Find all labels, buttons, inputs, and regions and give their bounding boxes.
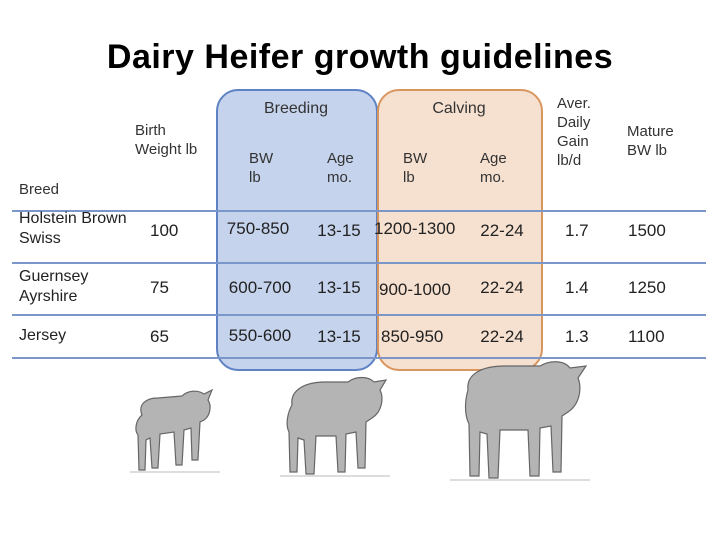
calf-icon [135,388,214,471]
breeding-bw-value: 750-850 [226,219,290,238]
calving-group-label: Calving [432,100,486,117]
daily-gain-value: 1.4 [565,278,589,297]
calving-bw-value: 850-950 [381,327,444,346]
calving-bw-header: BW lb [403,150,428,186]
calving-age-value: 22-24 [480,221,524,240]
breeding-bw-header: BW lb [249,150,274,186]
page-title: Dairy Heifer growth guidelines [106,38,614,76]
mature-bw-value: 1250 [628,278,666,297]
daily-gain-value: 1.3 [565,327,589,346]
table-row-breed: Jersey [19,327,67,344]
breeding-age-value: 13-15 [317,221,361,240]
calving-bw-value: 900-1000 [379,280,451,299]
birth-weight-value: 65 [150,327,169,346]
breed-header: Breed [19,181,60,198]
calving-age-value: 22-24 [480,327,524,346]
calving-bw-value: 1200-1300 [374,219,456,238]
daily-gain-value: 1.7 [565,221,589,240]
table-rule [12,357,706,359]
mature-bw-value: 1100 [628,327,665,346]
yearling-icon [286,376,388,475]
cattle-illustration [130,361,590,481]
ground-grass [130,471,590,481]
table-row-breed: Holstein Brown Swiss [19,210,127,247]
table-rule [12,314,706,316]
mature-bw-value: 1500 [628,221,666,240]
calving-age-header: Age mo. [480,150,507,186]
breeding-bw-value: 550-600 [228,326,292,345]
calving-highlight [377,89,543,371]
table-rule [12,210,706,212]
breeding-group-label: Breeding [263,100,329,117]
breeding-age-value: 13-15 [317,278,361,297]
breeding-highlight [216,89,378,371]
breeding-age-header: Age mo. [327,150,354,186]
daily-gain-header: Aver. Daily Gain lb/d [557,95,591,169]
birth-weight-header: Birth Weight lb [135,122,198,158]
birth-weight-value: 75 [150,278,169,297]
table-row-breed: Guernsey Ayrshire [19,268,89,305]
mature-bw-header: Mature BW lb [627,123,674,159]
heifer-icon [464,361,588,479]
table-rule [12,262,706,264]
breeding-bw-value: 600-700 [228,278,292,297]
calving-age-value: 22-24 [480,278,524,297]
breeding-age-value: 13-15 [317,327,361,346]
birth-weight-value: 100 [150,221,179,240]
